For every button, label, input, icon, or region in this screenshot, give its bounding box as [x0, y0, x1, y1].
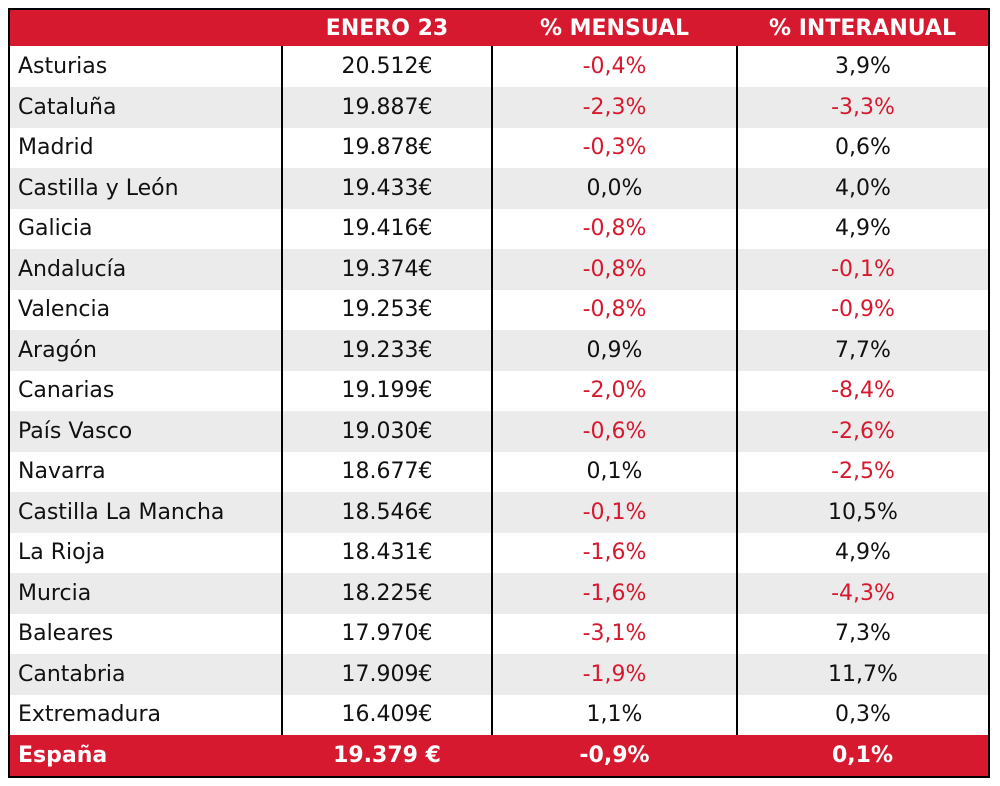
table-row: La Rioja 18.431€ -1,6% 4,9% — [10, 532, 988, 574]
table-cell: 16.409€ — [282, 694, 493, 736]
row-label: España — [10, 735, 282, 776]
table-row: Asturias 20.512€ -0,4% 3,9% — [10, 46, 988, 87]
table-cell: % MENSUAL — [492, 10, 737, 47]
row-label: Madrid — [10, 127, 283, 169]
row-label: Valencia — [10, 289, 283, 331]
row-label: La Rioja — [10, 532, 283, 574]
table-row: Canarias 19.199€ -2,0% -8,4% — [10, 370, 988, 412]
table-cell: 10,5% — [737, 492, 988, 533]
row-label — [10, 10, 282, 47]
table-cell: 19.199€ — [282, 370, 493, 412]
table-cell: 0,1% — [492, 451, 738, 493]
table-cell: -4,3% — [737, 573, 988, 614]
row-label: Asturias — [10, 46, 283, 87]
table-cell: -0,9% — [831, 297, 895, 323]
table-cell: 18.225€ — [282, 573, 493, 614]
table-cell: -0,6% — [492, 411, 738, 452]
table-cell: -0,4% — [492, 46, 738, 87]
table-row: País Vasco 19.030€ -0,6% -2,6% — [10, 411, 988, 452]
table-cell: 17.970€ — [282, 613, 493, 655]
table-cell: 19.379 € — [282, 735, 492, 776]
table-cell: 19.433€ — [282, 168, 493, 209]
table-row: España 19.379 € -0,9% 0,1% — [10, 735, 988, 776]
table-cell: 0,0% — [492, 168, 738, 209]
table-cell: 19.416€ — [282, 208, 493, 250]
row-label: Baleares — [10, 613, 283, 655]
table-cell: -2,5% — [831, 459, 895, 485]
table-cell: 20.512€ — [282, 46, 493, 87]
table-cell: 18.677€ — [282, 451, 493, 493]
table-cell: -0,3% — [492, 127, 738, 169]
row-label: Cantabria — [10, 654, 283, 695]
table-cell: 7,3% — [835, 621, 891, 647]
row-label: Castilla y León — [10, 168, 283, 209]
table-cell: -3,1% — [492, 613, 738, 655]
row-label: Aragón — [10, 330, 283, 371]
table-cell: -0,9% — [492, 735, 737, 776]
table-row: Castilla La Mancha 18.546€ -0,1% 10,5% — [10, 492, 988, 533]
table-cell: 1,1% — [492, 694, 738, 736]
table-cell: 19.030€ — [282, 411, 493, 452]
table-frame: ENERO 23% MENSUAL% INTERANUAL Asturias 20.… — [8, 8, 990, 778]
table-cell: 0,3% — [835, 702, 891, 728]
table-cell: 19.233€ — [282, 330, 493, 371]
table-body: ENERO 23% MENSUAL% INTERANUAL Asturias 20.… — [10, 10, 988, 776]
table-row: ENERO 23% MENSUAL% INTERANUAL — [10, 10, 988, 47]
table-cell: -2,0% — [492, 370, 738, 412]
row-label: Extremadura — [10, 694, 283, 736]
row-label: Castilla La Mancha — [10, 492, 283, 533]
table-cell: 18.431€ — [282, 532, 493, 574]
table-cell: -0,8% — [492, 249, 738, 290]
row-label: Andalucía — [10, 249, 283, 290]
table-cell: -2,3% — [492, 86, 738, 128]
row-label: País Vasco — [10, 411, 283, 452]
table-cell: -0,1% — [737, 249, 988, 290]
row-label: Cataluña — [10, 86, 283, 128]
table-cell: -1,6% — [492, 532, 738, 574]
table-cell: 4,9% — [835, 540, 891, 566]
table-row: Valencia 19.253€ -0,8% -0,9% — [10, 289, 988, 331]
table-cell: -3,3% — [737, 86, 988, 128]
table-row: Galicia 19.416€ -0,8% 4,9% — [10, 208, 988, 250]
row-label: Canarias — [10, 370, 283, 412]
table-cell: -0,8% — [492, 289, 738, 331]
table-cell: 17.909€ — [282, 654, 493, 695]
table-cell: 7,7% — [737, 330, 988, 371]
table-row: Baleares 17.970€ -3,1% 7,3% — [10, 613, 988, 655]
table-cell: -2,6% — [737, 411, 988, 452]
row-label: Navarra — [10, 451, 283, 493]
table-cell: 4,9% — [835, 216, 891, 242]
table-cell: 0,9% — [492, 330, 738, 371]
table-row: Aragón 19.233€ 0,9% 7,7% — [10, 330, 988, 371]
table-cell: 19.878€ — [282, 127, 493, 169]
table-row: Murcia 18.225€ -1,6% -4,3% — [10, 573, 988, 614]
table-cell: 18.546€ — [282, 492, 493, 533]
table-row: Castilla y León 19.433€ 0,0% 4,0% — [10, 168, 988, 209]
table-cell: -0,8% — [492, 208, 738, 250]
table-cell: -0,1% — [492, 492, 738, 533]
table-cell: 4,0% — [737, 168, 988, 209]
table-row: Cantabria 17.909€ -1,9% 11,7% — [10, 654, 988, 695]
table-cell: 11,7% — [737, 654, 988, 695]
table-cell: 19.253€ — [282, 289, 493, 331]
row-label: Murcia — [10, 573, 283, 614]
table-cell: 19.887€ — [282, 86, 493, 128]
table-row: Andalucía 19.374€ -0,8% -0,1% — [10, 249, 988, 290]
table-cell: 19.374€ — [282, 249, 493, 290]
table-cell: 0,1% — [737, 735, 988, 776]
table-cell: 0,6% — [835, 135, 891, 161]
salary-table: ENERO 23% MENSUAL% INTERANUAL Asturias 20.… — [10, 10, 988, 776]
table-cell: -1,9% — [492, 654, 738, 695]
table-cell: -1,6% — [492, 573, 738, 614]
table-row: Navarra 18.677€ 0,1% -2,5% — [10, 451, 988, 493]
table-cell: 3,9% — [835, 54, 891, 80]
table-cell: ENERO 23 — [282, 10, 492, 47]
table-cell: % INTERANUAL — [737, 10, 988, 47]
row-label: Galicia — [10, 208, 283, 250]
table-row: Extremadura 16.409€ 1,1% 0,3% — [10, 694, 988, 736]
table-cell: -8,4% — [831, 378, 895, 404]
table-row: Madrid 19.878€ -0,3% 0,6% — [10, 127, 988, 169]
table-row: Cataluña 19.887€ -2,3% -3,3% — [10, 86, 988, 128]
